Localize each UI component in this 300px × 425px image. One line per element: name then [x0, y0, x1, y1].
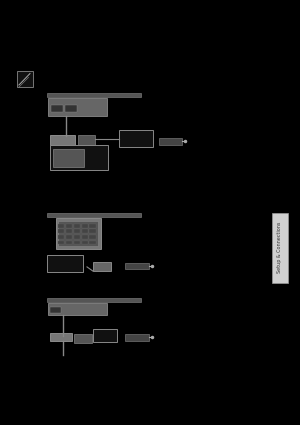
Bar: [93, 262, 111, 271]
Bar: [58, 224, 64, 228]
Bar: [93, 329, 117, 342]
Bar: [74, 230, 80, 233]
Bar: [82, 224, 88, 228]
Bar: [82, 235, 88, 239]
Bar: [46, 213, 141, 217]
Bar: [56, 218, 100, 249]
Text: Setup & Connections: Setup & Connections: [277, 222, 282, 273]
Bar: [51, 105, 63, 112]
Bar: [64, 105, 76, 112]
Bar: [82, 241, 88, 244]
Bar: [48, 98, 106, 116]
Bar: [46, 93, 141, 97]
Bar: [52, 149, 84, 167]
Bar: [118, 130, 153, 147]
Bar: [74, 241, 80, 244]
Bar: [50, 333, 72, 341]
Bar: [66, 235, 72, 239]
Bar: [89, 224, 96, 228]
Bar: [58, 230, 64, 233]
Bar: [124, 263, 148, 269]
Bar: [16, 71, 33, 87]
Bar: [74, 235, 80, 239]
Bar: [50, 145, 108, 170]
Bar: [78, 135, 94, 144]
Bar: [58, 235, 64, 239]
Bar: [124, 334, 148, 341]
Bar: [272, 212, 288, 283]
Bar: [46, 298, 141, 302]
Bar: [159, 138, 182, 145]
Bar: [48, 303, 106, 315]
Bar: [50, 135, 75, 145]
Bar: [66, 230, 72, 233]
Bar: [89, 241, 96, 244]
Bar: [66, 224, 72, 228]
Bar: [66, 241, 72, 244]
Bar: [58, 241, 64, 244]
Bar: [46, 255, 82, 272]
Bar: [74, 334, 92, 343]
Bar: [89, 230, 96, 233]
Bar: [50, 307, 61, 313]
Bar: [89, 235, 96, 239]
Bar: [82, 230, 88, 233]
Bar: [58, 221, 98, 246]
Bar: [74, 224, 80, 228]
